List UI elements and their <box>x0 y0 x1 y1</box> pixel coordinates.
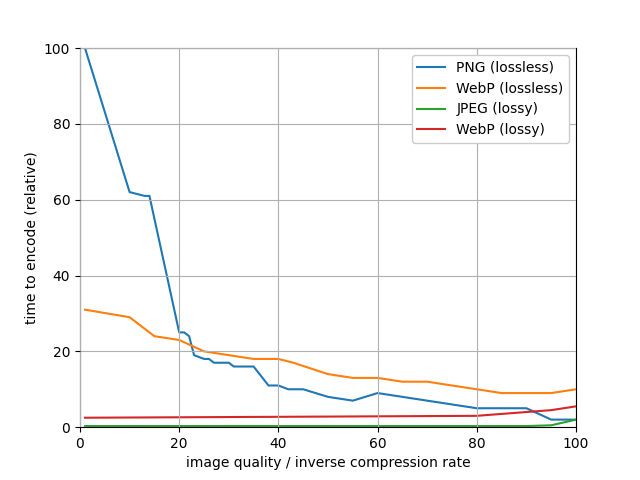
WebP (lossless) <box>324 371 332 377</box>
WebP (lossless) <box>572 386 580 392</box>
PNG (lossless) <box>240 364 248 370</box>
PNG (lossless) <box>215 360 223 366</box>
WebP (lossy) <box>547 407 555 413</box>
PNG (lossless) <box>250 364 257 370</box>
WebP (lossless) <box>473 386 481 392</box>
WebP (lossless) <box>547 390 555 396</box>
PNG (lossless) <box>284 386 292 392</box>
Y-axis label: time to encode (relative): time to encode (relative) <box>24 151 38 324</box>
PNG (lossless) <box>275 383 282 388</box>
WebP (lossless) <box>522 390 530 396</box>
WebP (lossless) <box>448 383 456 388</box>
PNG (lossless) <box>125 189 134 195</box>
Line: PNG (lossless): PNG (lossless) <box>85 48 576 420</box>
Line: WebP (lossless): WebP (lossless) <box>85 310 576 393</box>
PNG (lossless) <box>220 360 228 366</box>
PNG (lossless) <box>146 193 154 199</box>
Line: WebP (lossy): WebP (lossy) <box>85 407 576 418</box>
WebP (lossless) <box>175 337 183 343</box>
WebP (lossless) <box>498 390 506 396</box>
PNG (lossless) <box>349 398 356 404</box>
WebP (lossless) <box>125 314 134 320</box>
Line: JPEG (lossy): JPEG (lossy) <box>85 420 576 426</box>
WebP (lossless) <box>374 375 381 381</box>
PNG (lossless) <box>572 417 580 422</box>
WebP (lossless) <box>250 356 257 362</box>
PNG (lossless) <box>399 394 406 400</box>
JPEG (lossy) <box>324 423 332 429</box>
WebP (lossy) <box>498 411 506 417</box>
WebP (lossy) <box>572 404 580 409</box>
WebP (lossless) <box>81 307 89 312</box>
PNG (lossless) <box>294 386 302 392</box>
PNG (lossless) <box>448 402 456 408</box>
WebP (lossless) <box>289 360 297 366</box>
PNG (lossless) <box>374 390 381 396</box>
WebP (lossy) <box>522 409 530 415</box>
WebP (lossless) <box>349 375 356 381</box>
PNG (lossless) <box>180 329 188 335</box>
WebP (lossy) <box>81 415 89 420</box>
PNG (lossless) <box>424 398 431 404</box>
WebP (lossless) <box>424 379 431 384</box>
PNG (lossless) <box>324 394 332 400</box>
PNG (lossless) <box>547 417 555 422</box>
X-axis label: image quality / inverse compression rate: image quality / inverse compression rate <box>186 456 470 470</box>
PNG (lossless) <box>175 329 183 335</box>
WebP (lossy) <box>324 414 332 420</box>
Legend: PNG (lossless), WebP (lossless), JPEG (lossy), WebP (lossy): PNG (lossless), WebP (lossless), JPEG (l… <box>412 55 569 143</box>
WebP (lossy) <box>473 413 481 419</box>
PNG (lossless) <box>265 383 273 388</box>
PNG (lossless) <box>225 360 233 366</box>
PNG (lossless) <box>300 386 307 392</box>
WebP (lossless) <box>399 379 406 384</box>
PNG (lossless) <box>190 352 198 358</box>
JPEG (lossy) <box>547 422 555 428</box>
PNG (lossless) <box>522 405 530 411</box>
PNG (lossless) <box>210 360 218 366</box>
PNG (lossless) <box>200 356 208 362</box>
WebP (lossless) <box>225 352 233 358</box>
WebP (lossless) <box>200 348 208 354</box>
PNG (lossless) <box>473 405 481 411</box>
PNG (lossless) <box>186 333 193 339</box>
JPEG (lossy) <box>572 417 580 422</box>
PNG (lossless) <box>81 45 89 51</box>
WebP (lossless) <box>150 333 158 339</box>
PNG (lossless) <box>205 356 212 362</box>
JPEG (lossy) <box>81 423 89 429</box>
PNG (lossless) <box>230 364 237 370</box>
WebP (lossless) <box>275 356 282 362</box>
JPEG (lossy) <box>522 423 530 429</box>
PNG (lossless) <box>498 405 506 411</box>
PNG (lossless) <box>141 193 148 199</box>
